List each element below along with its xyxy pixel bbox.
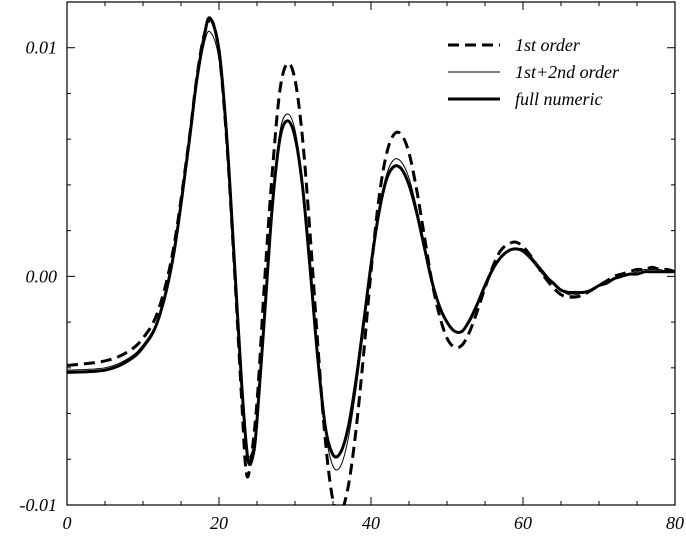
y-tick-label: 0.01	[26, 38, 58, 58]
x-tick-label: 60	[514, 513, 532, 533]
series-line-full-numeric	[67, 16, 675, 467]
x-tick-label: 0	[63, 513, 72, 533]
y-tick-label: 0.00	[26, 266, 58, 286]
x-tick-label: 80	[666, 513, 684, 533]
x-tick-label: 20	[210, 513, 228, 533]
legend-label: full numeric	[515, 89, 603, 109]
legend-label: 1st order	[515, 35, 581, 55]
y-tick-label: -0.01	[20, 495, 58, 515]
legend-label: 1st+2nd order	[515, 62, 620, 82]
x-tick-label: 40	[362, 513, 380, 533]
